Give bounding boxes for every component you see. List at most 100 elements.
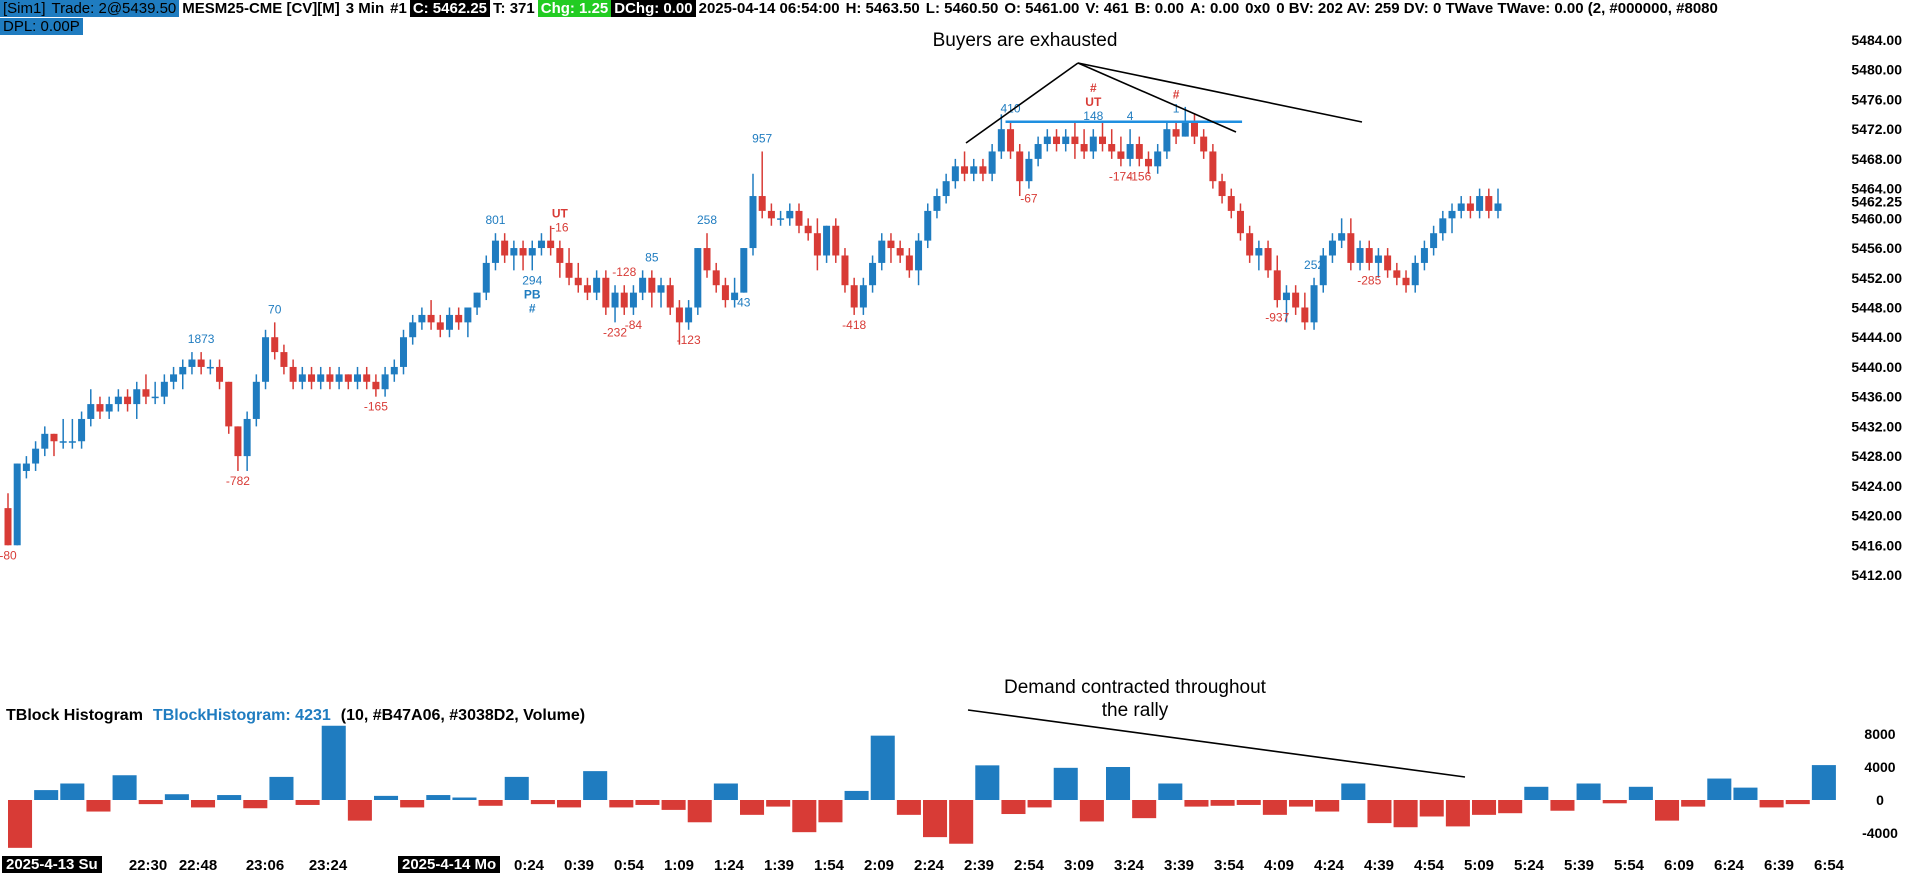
volume-value: V: 461 [1085,0,1129,17]
price-tick-label: 5462.25 [1851,194,1902,210]
histogram-bar [713,783,738,800]
time-tick-label: 4:39 [1363,857,1395,874]
bar-label: 801 [485,213,505,227]
histogram-bar [1210,800,1235,806]
account-badge[interactable]: [Sim1] [0,0,49,17]
bar-label: 4 [1127,109,1134,123]
price-chart[interactable]: 5484.00 5480.00 5476.00 5472.00 5468.00 5464.… [0,0,1916,700]
candle [1319,248,1327,293]
candle [216,359,224,390]
histogram-bar [1262,800,1287,815]
histogram-params: (10, #B47A06, #3038D2, Volume) [340,707,586,724]
candle [933,188,941,219]
candle [942,173,950,204]
candle [151,381,159,405]
annotation-pointer-line[interactable] [965,62,1079,144]
low-value: L: 5460.50 [925,0,999,17]
candle-body [721,285,729,301]
candle-body [170,374,178,382]
candle [547,225,555,256]
histogram-bar [1681,800,1706,807]
candle [1420,240,1428,271]
annotation-pointer-line[interactable] [1077,62,1363,123]
histogram-bar [321,725,346,800]
daily-change-value: DChg: 0.00 [611,0,696,17]
price-axis[interactable]: 5484.00 5480.00 5476.00 5472.00 5468.00 5464.… [1851,32,1902,583]
candle [326,366,334,390]
histogram-current-value: TBlockHistogram: 4231 [152,707,331,724]
candle [96,396,104,419]
candle-body [1209,151,1217,182]
candle [1457,196,1465,219]
candle [795,203,803,234]
time-axis[interactable]: 2025-4-13 Su 2025-4-14 Mo 22:30 22:48 23:0… [0,854,1916,878]
candle [602,270,610,315]
candle [841,248,849,293]
histogram-bar [818,800,843,823]
time-tick-label: 2:54 [1013,857,1045,874]
candle-body [335,374,343,382]
candle [50,433,58,457]
candle-body [602,277,610,308]
candle-body [133,389,141,405]
high-value: H: 5463.50 [845,0,920,17]
candle-body [142,389,150,397]
candle [1485,188,1493,219]
candle [491,233,499,271]
bar-label: -84 [625,318,643,332]
candle-body [445,314,453,330]
candle [924,203,932,249]
candle-body [32,448,40,464]
candle-body [878,240,886,263]
histogram-bar [1733,787,1758,800]
demand-annotation-line[interactable] [967,709,1466,778]
histogram-bar [1315,800,1340,812]
candle-body [418,314,426,323]
candle [197,352,205,375]
histogram-bar [1550,800,1575,811]
annotation-buyers-exhausted[interactable]: Buyers are exhausted [932,30,1118,51]
histogram-annotation-line[interactable] [967,709,1466,778]
candle [1273,255,1281,308]
candle-body [1126,144,1134,159]
candle-body [510,248,518,256]
histogram-bar [452,797,477,800]
candle-body [1025,158,1033,182]
bar-labels: -80-782187370-165801294PB#UT-16-232-128-… [0,81,1382,562]
candle-body [675,307,683,323]
candle [409,314,417,345]
histogram-bar [1341,783,1366,800]
price-tick-label: 5460.00 [1851,210,1902,226]
histogram-chart[interactable]: 8000 4000 0 -4000 [0,700,1916,854]
bar-label: -80 [0,548,17,562]
annotation-pointer-line[interactable] [1077,62,1237,133]
annotation-demand-contracted[interactable]: Demand contracted throughout the rally [975,676,1295,722]
candle-body [68,441,76,443]
candle-body [905,255,913,271]
candle [1209,144,1217,189]
candle-body [1448,210,1456,219]
histogram-axis[interactable]: 8000 4000 0 -4000 [1862,726,1898,841]
candle [427,300,435,330]
price-tick-label: 5424.00 [1851,478,1902,494]
candle-body [1071,136,1079,145]
histogram-bar [635,800,660,805]
candle-body [390,366,398,375]
trade-badge[interactable]: Trade: 2@5439.50 [48,0,180,17]
candle-body [160,381,168,397]
candle [740,248,748,293]
candle-body [1034,144,1042,159]
candle [271,322,279,360]
candle-body [427,314,435,323]
histogram-bar [1027,800,1052,808]
symbol-label[interactable]: MESM25-CME [CV][M] [182,0,340,17]
time-tick-label: 5:24 [1513,857,1545,874]
annotation-lines[interactable] [965,62,1363,144]
interval-label[interactable]: 3 Min [345,0,385,17]
candle [308,366,316,390]
candle [685,300,693,330]
candle-body [59,441,67,443]
candle [1126,129,1134,167]
candle-body [859,285,867,308]
candle [1292,285,1300,315]
